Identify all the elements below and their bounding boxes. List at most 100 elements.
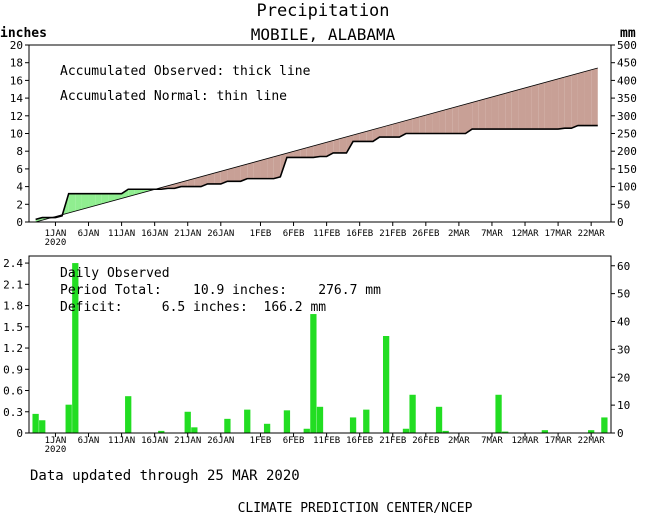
difference-area [544,80,552,130]
difference-area [207,173,215,184]
y-tick-label: 0.9 [3,363,23,376]
x-tick-label: 16JAN [141,229,168,239]
difference-area [551,78,559,130]
difference-area [273,154,281,179]
difference-area [591,68,598,126]
x-tick-label: 1FEB [250,229,272,239]
y-tick-label: 10 [10,128,23,141]
data-updated-note: Data updated through 25 MAR 2020 [30,468,300,484]
difference-area [584,69,592,126]
daily-bar [601,417,608,433]
deficit-total: Deficit: 6.5 inches: 166.2 mm [60,300,326,315]
difference-area [240,164,248,182]
daily-bar [349,417,357,433]
daily-bar [541,430,549,433]
x-tick-label: 11JAN [108,436,135,446]
daily-bar [316,406,324,433]
daily-bar [39,420,46,433]
y-tick-label: 450 [617,57,637,70]
difference-area [432,111,440,134]
difference-area [194,176,201,187]
y-tick-label: 0 [16,427,23,440]
accumulation-lines [35,67,598,223]
x-tick-label: 16FEB [346,229,373,239]
x-tick-label: 6JAN [78,229,100,239]
difference-area [220,169,228,184]
difference-area [313,144,320,158]
difference-area [518,87,526,130]
x-tick-label: 17MAR [545,229,573,239]
x-tick-label: 11FEB [313,229,340,239]
x-tick-label: 26JAN [207,436,234,446]
daily-observed-label: Daily Observed [60,266,170,281]
x-tick-label: 22MAR [578,436,606,446]
daily-bar [184,411,191,433]
difference-area [366,129,373,142]
difference-area [267,156,274,179]
difference-area [306,145,314,158]
x-tick-label: 2MAR [448,436,470,446]
chart-title: Precipitation [256,1,389,21]
x-tick-label: 21JAN [174,229,201,239]
credit-line: CLIMATE PREDICTION CENTER/NCEP [238,501,473,516]
y-tick-label: 1.5 [3,321,23,334]
y-tick-label: 100 [617,181,637,194]
difference-area [505,91,512,130]
difference-area [187,178,195,187]
difference-area [386,124,393,138]
difference-area [200,174,208,187]
difference-area [458,104,466,134]
difference-area [425,113,433,134]
y-tick-label: 30 [617,343,630,356]
difference-area [68,193,76,213]
y-tick-label: 50 [617,288,630,301]
daily-bar [363,409,370,433]
x-tick-label: 21FEB [379,436,406,446]
y-tick-label: 60 [617,260,630,273]
y-tick-label: 50 [617,198,630,211]
difference-area [95,193,102,206]
bottom-left-axis: 0 0.3 0.6 0.9 1.2 1.5 1.8 2.1 2.4 [3,257,29,440]
difference-area [538,82,545,130]
difference-area [399,120,406,138]
difference-area [491,95,499,130]
daily-bar [402,428,410,433]
difference-area [465,102,473,134]
difference-area [128,189,135,197]
daily-bar [382,336,390,433]
x-tick-label: 1FEB [250,436,272,446]
x-tick-label: 12MAR [511,229,539,239]
y-tick-label: 1.8 [3,300,23,313]
y-tick-label: 14 [10,92,24,105]
y-tick-label: 500 [617,39,637,52]
difference-area [253,160,261,179]
daily-bar [263,423,271,433]
difference-area [81,193,89,210]
y-tick-label: 2.4 [3,257,23,270]
accumulated-panel: 0 2 4 6 8 10 12 14 16 18 20 0 50 100 150 200 250 300 350 4… [10,39,637,248]
difference-area [346,135,354,153]
difference-area [525,86,532,130]
y-tick-label: 150 [617,163,637,176]
x-tick-label: 17MAR [545,436,573,446]
normal-line [35,67,598,223]
x-tick-label: 11FEB [313,436,340,446]
difference-area [101,193,109,204]
difference-area [564,75,572,129]
difference-area [353,133,360,142]
difference-areas [35,68,598,222]
x-tick-label: 1JAN [45,436,67,446]
difference-area [478,98,486,130]
daily-bar [283,410,291,433]
y-tick-label: 0.6 [3,385,23,398]
x-tick-label: 12MAR [511,436,539,446]
daily-bar [65,404,72,433]
x-tick-label: 6FEB [283,436,305,446]
x-tick-label: 21JAN [174,436,201,446]
difference-area [359,131,367,142]
x-tick-label: 7MAR [481,436,503,446]
legend-observed: Accumulated Observed: thick line [60,64,311,79]
y-tick-label: 4 [16,181,23,194]
